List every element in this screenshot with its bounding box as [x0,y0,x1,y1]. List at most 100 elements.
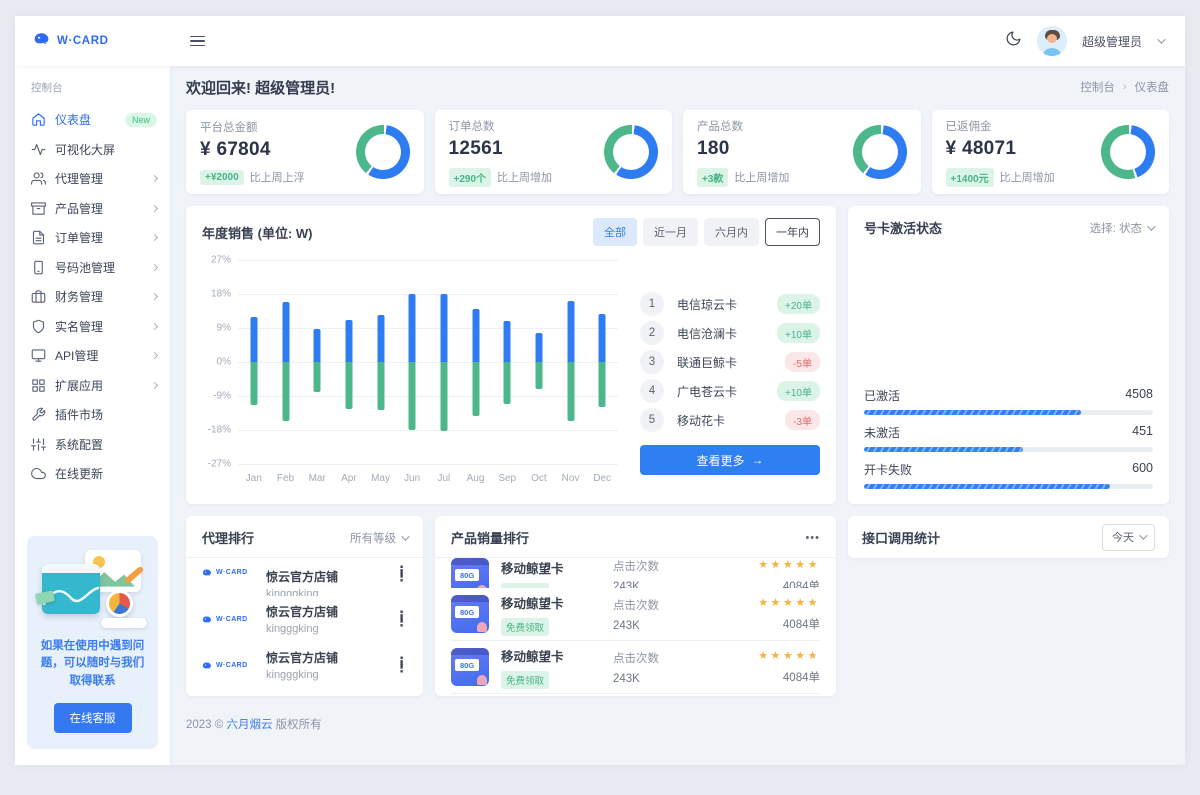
agent-row[interactable]: W·CARD 惊云官方店铺 kingggking ⋮ ⋮ [202,642,408,688]
online-support-button[interactable]: 在线客服 [53,703,132,733]
stat-note: 比上周上浮 [249,172,305,184]
user-name[interactable]: 超级管理员 [1081,34,1142,49]
x-axis-tick: Dec [593,473,612,484]
agent-row[interactable]: W·CARD 惊云官方店铺 kingggking ⋮ ⋮ [202,596,408,642]
activation-status-filter[interactable]: 选择: 状态 [1090,220,1156,236]
sidebar-item-仪表盘[interactable]: 仪表盘 New [15,105,170,135]
welcome-heading: 欢迎回来! 超级管理员! [186,79,336,97]
kebab-menu-icon[interactable]: ⋮ ⋮ [395,608,408,629]
view-more-button[interactable]: 查看更多 → [640,445,820,475]
activation-row-未激活: 未激活 451 [864,424,1153,452]
footer-rights: 版权所有 [275,719,322,731]
sidebar-item-产品管理[interactable]: 产品管理 [15,194,170,224]
sales-rank-item-联通巨鲸卡[interactable]: 3 联通巨鲸卡 -5单 [640,350,820,374]
activation-row-已激活: 已激活 4508 [864,387,1153,415]
x-axis-tick: Oct [531,473,547,484]
gridline: -27% [208,459,618,470]
sidebar-item-订单管理[interactable]: 订单管理 [15,223,170,253]
clicks-label: 点击次数 [613,599,659,612]
chevron-right-icon [150,352,159,360]
footer-brand-link[interactable]: 六月烟云 [226,719,273,731]
agent-row[interactable]: W·CARD 惊云官方店铺 kingggking ⋮ ⋮ [202,565,407,596]
dark-mode-moon-icon[interactable] [1005,30,1022,52]
sidebar-item-label: API管理 [55,349,99,364]
bar-up [345,319,353,362]
gridline: 27% [211,255,618,266]
sidebar-item-在线更新[interactable]: 在线更新 [15,459,170,489]
home-icon [31,112,46,127]
kebab-menu-icon[interactable]: ⋮ ⋮ [395,565,407,584]
period-button-一年内[interactable]: 一年内 [765,218,820,246]
trend-badge: +20单 [777,294,820,314]
bar-up [567,300,575,362]
chevron-right-icon [150,204,159,212]
sales-rank-item-电信沧澜卡[interactable]: 2 电信沧澜卡 +10单 [640,321,820,345]
activation-value: 451 [1132,424,1153,438]
sidebar-item-label: 号码池管理 [55,260,116,275]
sidebar-item-可视化大屏[interactable]: 可视化大屏 [15,135,170,165]
stat-donut-chart [604,125,658,179]
sidebar-item-号码池管理[interactable]: 号码池管理 [15,253,170,283]
view-more-label: 查看更多 [696,453,745,468]
clicks-label: 点击次数 [613,652,659,665]
bar-up [535,332,543,362]
user-avatar[interactable] [1036,26,1067,56]
chevron-right-icon [150,234,159,242]
main-content: 欢迎回来! 超级管理员! 控制台 › 仪表盘 平台总金额 ¥ 67804 +¥200… [170,66,1185,765]
sales-rank-item-广电苍云卡[interactable]: 4 广电苍云卡 +10单 [640,379,820,403]
breadcrumb-item-dashboard[interactable]: 仪表盘 [1134,82,1170,94]
more-options-icon[interactable]: ••• [805,531,820,544]
sidebar-item-系统配置[interactable]: 系统配置 [15,430,170,460]
stat-note: 比上周增加 [734,172,790,184]
gridline: 18% [211,288,618,299]
sidebar-item-label: 财务管理 [55,290,104,305]
sidebar-item-代理管理[interactable]: 代理管理 [15,164,170,194]
product-row[interactable]: 80G 移动鲸望卡免费领取 点击次数 243K ★★★★★ 4084单 [451,588,820,640]
activation-label: 已激活 [864,389,901,403]
product-name: 联通巨鲸卡 [677,355,738,370]
breadcrumb-item-console[interactable]: 控制台 [1080,82,1115,94]
app-window: W·CARD 超级管理员 控制台 仪表盘 New 可视化大屏 代理管理 产品管理 订单管理… [15,16,1185,765]
period-button-全部[interactable]: 全部 [593,218,637,246]
bar-column-Oct [523,260,555,464]
stat-change-badge: +1400元 [945,167,994,187]
free-badge: 免费领取 [501,617,550,636]
breadcrumb-separator-icon: › [1122,81,1127,93]
sidebar-item-扩展应用[interactable]: 扩展应用 [15,371,170,401]
x-axis-tick: Feb [276,473,295,484]
agent-shop-name: 惊云官方店铺 [266,605,339,619]
sidebar-item-label: 实名管理 [55,319,104,334]
stat-card-已返佣金: 已返佣金 ¥ 48071 +1400元 比上周增加 [931,110,1169,194]
sidebar-item-插件市场[interactable]: 插件市场 [15,400,170,430]
sidebar-item-财务管理[interactable]: 财务管理 [15,282,170,312]
api-stats-title: 接口调用统计 [862,530,941,546]
kebab-menu-icon[interactable]: ⋮ ⋮ [395,654,408,675]
x-axis-tick: Jun [404,473,421,484]
period-button-六月内[interactable]: 六月内 [704,218,759,246]
sidebar-item-API管理[interactable]: API管理 [15,341,170,371]
x-axis-tick: Aug [466,473,485,484]
new-badge: New [124,112,157,127]
orders-count: 4084单 [782,619,820,631]
hamburger-menu-icon[interactable] [190,35,205,47]
sidebar-item-label: 扩展应用 [55,378,104,393]
api-period-label: 今天 [1112,532,1134,544]
gridline: -18% [208,425,618,436]
sidebar-item-实名管理[interactable]: 实名管理 [15,312,170,342]
bar-column-May [365,260,397,464]
activation-progress-list: 已激活 4508 未激活 451 开卡失败 600 [864,387,1153,492]
sales-rank-item-移动花卡[interactable]: 5 移动花卡 -3单 [640,408,820,432]
sales-rank-item-电信琼云卡[interactable]: 1 电信琼云卡 +20单 [640,292,820,316]
stat-donut-chart [1101,125,1155,179]
chevron-down-icon [1139,531,1148,540]
period-button-近一月[interactable]: 近一月 [643,218,698,246]
api-period-select[interactable]: 今天 [1102,523,1155,551]
row-divider [451,640,820,641]
sales-x-axis: Jan Feb Mar Apr May Jun Jul Aug Sep Oct Nov Dec [238,473,618,484]
brand-logo[interactable]: W·CARD [15,31,170,51]
orders-count: 4084单 [782,581,820,588]
agent-level-filter[interactable]: 所有等级 [350,530,410,546]
product-row[interactable]: 80G 移动鲸望卡免费领取 点击次数 243K ★★★★★ 4084单 [451,641,820,693]
